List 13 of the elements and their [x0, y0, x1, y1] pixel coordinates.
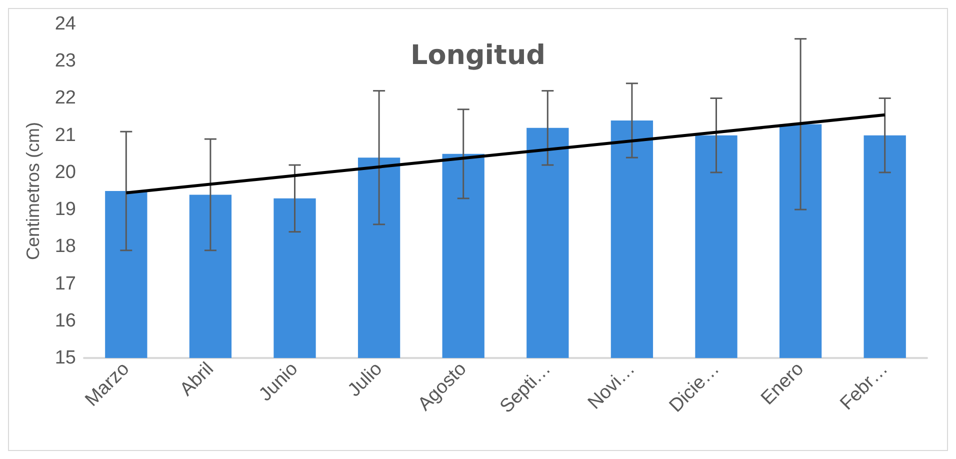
y-tick-label: 22	[54, 88, 76, 109]
y-tick-label: 15	[54, 348, 76, 368]
y-tick-label: 17	[54, 273, 76, 294]
x-tick-label: Julio	[344, 358, 386, 402]
y-axis-title: Centimetros (cm)	[23, 122, 43, 260]
text: Longitud	[410, 40, 546, 71]
y-tick-label: 24	[54, 14, 76, 34]
y-tick-label: 21	[54, 124, 76, 146]
y-tick-label: 18	[54, 236, 76, 258]
y-tick-label: 20	[54, 162, 76, 183]
y-tick-label: 16	[54, 310, 76, 332]
y-tick-label: 19	[54, 199, 76, 220]
y-tick-label: 23	[54, 50, 76, 72]
